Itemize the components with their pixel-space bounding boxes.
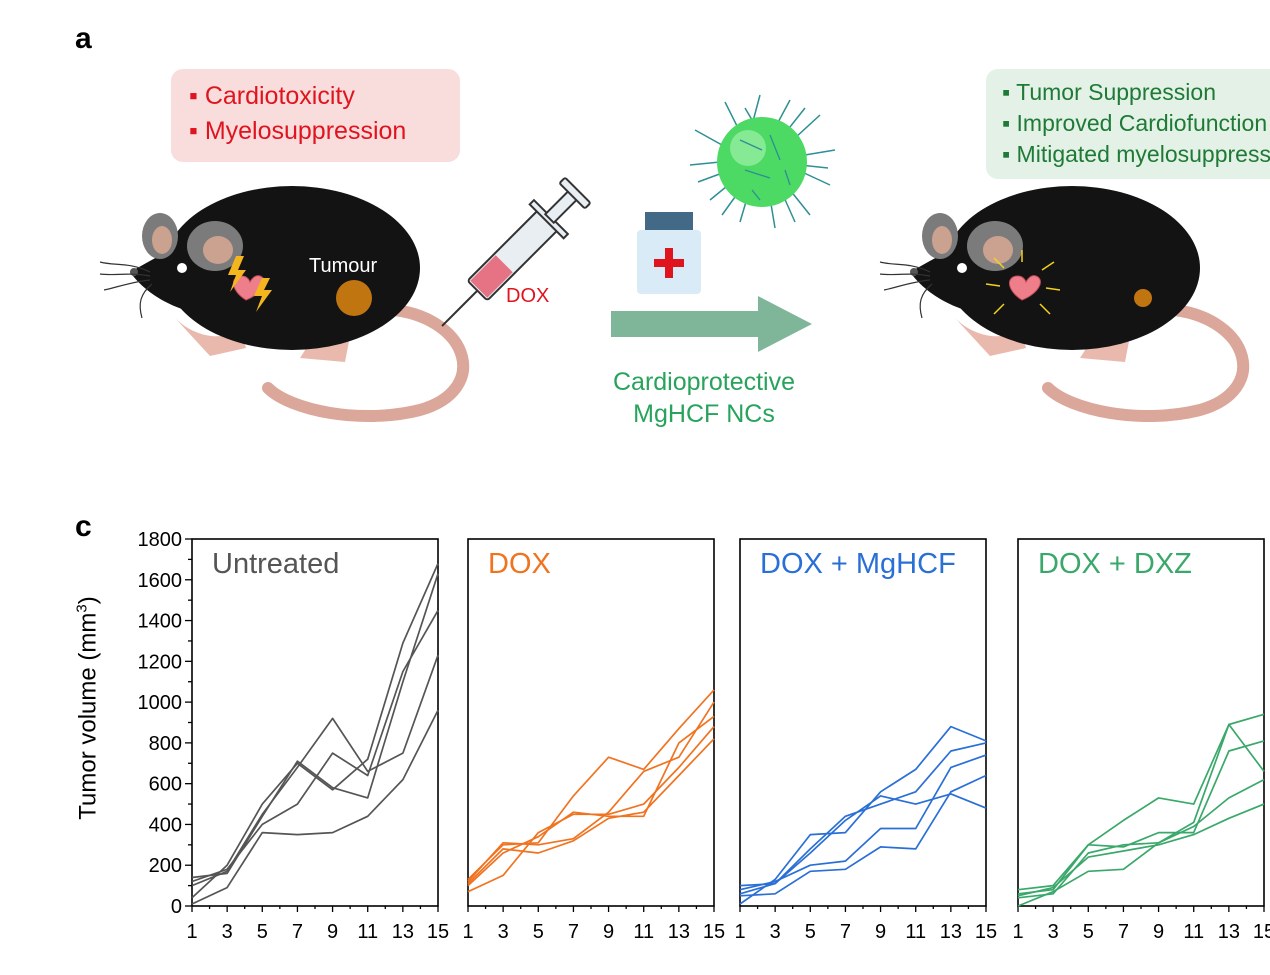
- x-tick-label: 11: [905, 921, 926, 943]
- x-tick-label: 9: [327, 921, 338, 943]
- y-axis-label-text: Tumor volume (mm: [74, 612, 102, 820]
- chart-title: DOX + MgHCF: [760, 548, 956, 580]
- x-tick-label: 15: [427, 921, 449, 943]
- mouse-icon: [99, 186, 470, 422]
- tumour-label: Tumour: [309, 255, 378, 277]
- series-line: [739, 742, 987, 887]
- toxicity-item: Myelosuppression: [189, 114, 442, 149]
- x-tick-label: 1: [186, 921, 197, 943]
- tumour-mass: [336, 280, 372, 316]
- y-tick-label: 400: [149, 814, 182, 836]
- x-tick-label: 9: [1153, 921, 1164, 943]
- lightning-icon: [228, 256, 272, 312]
- drug-label: DOX: [506, 285, 550, 307]
- series-line: [739, 774, 987, 897]
- series-line: [191, 573, 439, 879]
- plot-frame: [1017, 538, 1265, 907]
- y-tick-label: 1600: [138, 570, 183, 592]
- x-tick-label: 13: [1218, 921, 1240, 943]
- series-line: [739, 754, 987, 891]
- medicine-bottle-icon: [637, 212, 701, 294]
- chart-title: DOX + DXZ: [1038, 548, 1192, 580]
- x-tick-label: 7: [568, 921, 579, 943]
- x-tick-label: 13: [392, 921, 414, 943]
- plot-frame: [467, 538, 715, 907]
- y-tick-label: 1200: [138, 651, 183, 673]
- syringe-icon: [441, 177, 591, 327]
- toxicity-item: Cardiotoxicity: [189, 79, 442, 114]
- outcome-item: Tumor Suppression: [1002, 77, 1270, 108]
- outcome-item: Mitigated myelosuppression: [1002, 139, 1270, 170]
- x-tick-label: 3: [1048, 921, 1059, 943]
- x-tick-label: 5: [805, 921, 816, 943]
- y-tick-label: 800: [149, 733, 182, 755]
- x-tick-label: 1: [1012, 921, 1023, 943]
- x-tick-label: 11: [633, 921, 654, 943]
- series-line: [739, 725, 987, 905]
- outcome-item: Improved Cardiofunction: [1002, 108, 1270, 139]
- outcome-box: Tumor Suppression Improved Cardiofunctio…: [986, 69, 1270, 179]
- panel-c-label: c: [75, 510, 92, 543]
- y-tick-label: 1400: [138, 611, 183, 633]
- arrow-icon: [611, 296, 812, 352]
- y-axis-label-sup: 3: [73, 604, 91, 613]
- series-line: [467, 689, 715, 881]
- y-tick-label: 200: [149, 855, 182, 877]
- x-tick-label: 5: [257, 921, 268, 943]
- x-tick-label: 9: [603, 921, 614, 943]
- x-tick-label: 15: [1253, 921, 1270, 943]
- x-tick-label: 11: [357, 921, 378, 943]
- x-tick-label: 13: [940, 921, 962, 943]
- x-tick-label: 11: [1183, 921, 1204, 943]
- treatment-label-line1: Cardioprotective: [612, 368, 796, 396]
- y-tick-label: 1000: [138, 692, 183, 714]
- y-tick-label: 600: [149, 774, 182, 796]
- series-line: [467, 701, 715, 883]
- chart-title: DOX: [488, 548, 551, 580]
- tumour-mass: [1134, 289, 1152, 307]
- series-line: [467, 715, 715, 887]
- x-tick-label: 9: [875, 921, 886, 943]
- toxicity-box: Cardiotoxicity Myelosuppression: [171, 69, 460, 162]
- heart-icon: [985, 250, 1061, 315]
- chart-title: Untreated: [212, 548, 340, 580]
- x-tick-label: 7: [840, 921, 851, 943]
- plot-frame: [739, 538, 987, 907]
- x-tick-label: 1: [734, 921, 745, 943]
- x-tick-label: 7: [1118, 921, 1129, 943]
- series-line: [191, 563, 439, 899]
- panel-a-label: a: [75, 22, 92, 55]
- series-line: [1017, 740, 1265, 895]
- series-line: [191, 709, 439, 905]
- series-line: [467, 738, 715, 885]
- y-tick-label: 0: [171, 896, 182, 918]
- series-line: [1017, 803, 1265, 897]
- x-tick-label: 3: [222, 921, 233, 943]
- y-axis-label: Tumor volume (mm3): [74, 596, 103, 819]
- x-tick-label: 13: [668, 921, 690, 943]
- x-tick-label: 5: [533, 921, 544, 943]
- y-axis-label-close: ): [74, 596, 102, 605]
- series-line: [467, 726, 715, 893]
- x-tick-label: 15: [703, 921, 725, 943]
- series-line: [1017, 713, 1265, 891]
- tumor-growth-charts: 1 3 5 7 9 11 13 1502004006008001000120014001600…: [138, 529, 1270, 943]
- nanoparticle-icon: [689, 94, 836, 229]
- x-tick-label: 1: [462, 921, 473, 943]
- x-tick-label: 15: [975, 921, 997, 943]
- plot-frame: [191, 538, 439, 907]
- x-tick-label: 7: [292, 921, 303, 943]
- y-tick-label: 1800: [138, 529, 183, 551]
- series-line: [1017, 723, 1265, 899]
- x-tick-label: 3: [770, 921, 781, 943]
- treatment-label-line2: MgHCF NCs: [633, 400, 775, 428]
- treatment-label: Cardioprotective MgHCF NCs: [592, 366, 816, 430]
- x-tick-label: 3: [498, 921, 509, 943]
- mouse-icon: [879, 186, 1250, 422]
- x-tick-label: 5: [1083, 921, 1094, 943]
- series-line: [191, 654, 439, 887]
